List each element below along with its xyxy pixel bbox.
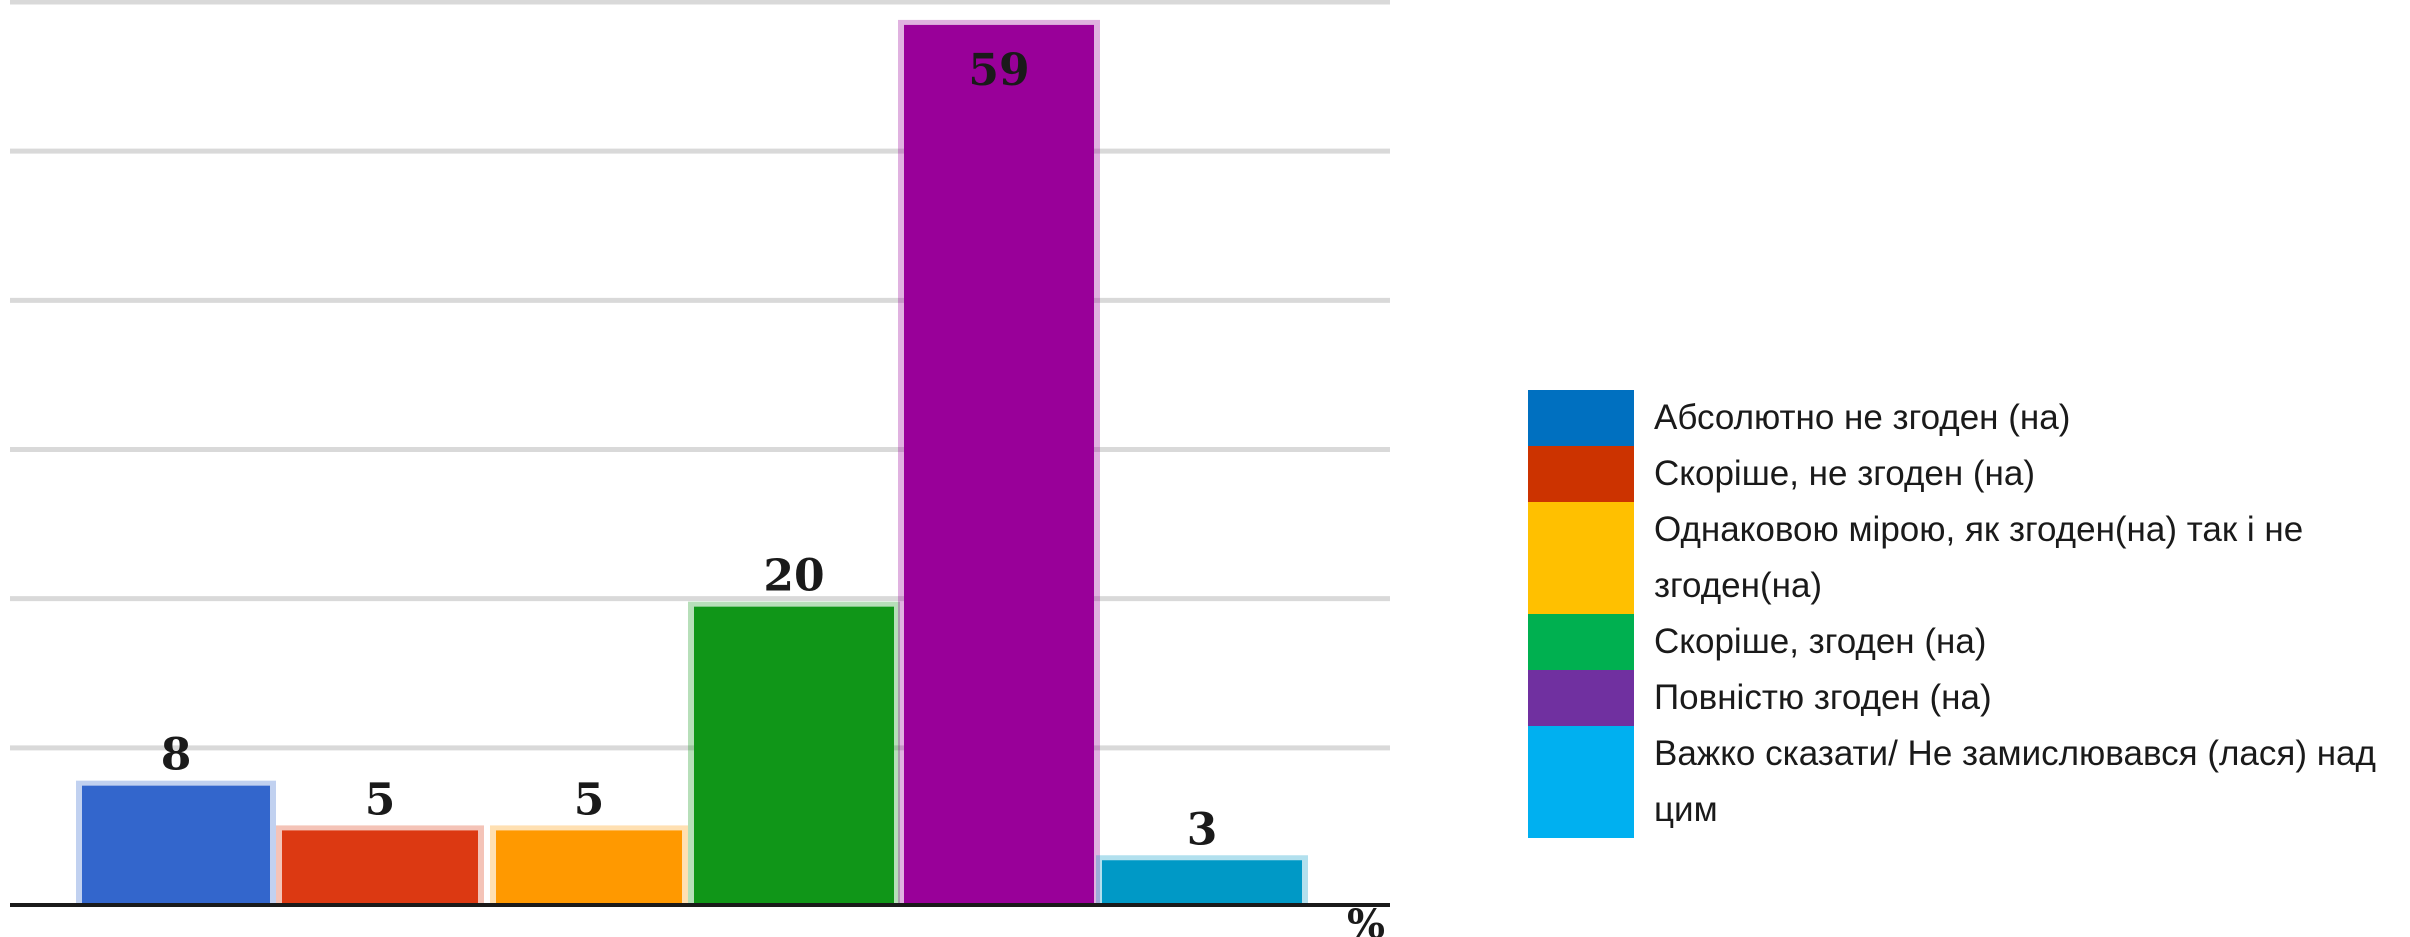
- legend-item: Скоріше, не згоден (на): [1528, 446, 2408, 502]
- bars: [76, 19, 1308, 905]
- bar: [82, 785, 270, 905]
- legend-swatch: [1528, 614, 1634, 670]
- legend-item: Повністю згоден (на): [1528, 670, 2408, 726]
- bar-value-label: 5: [365, 774, 396, 825]
- legend-label: Скоріше, не згоден (на): [1654, 454, 2035, 493]
- legend-label: Абсолютно не згоден (на): [1654, 398, 2071, 437]
- legend: Абсолютно не згоден (на) Скоріше, не згод…: [1528, 390, 2408, 838]
- legend-swatch: [1528, 502, 1634, 614]
- bar: [282, 830, 478, 905]
- legend-label: Повністю згоден (на): [1654, 678, 1992, 717]
- legend-label: Важко сказати/ Не замислювався (лася) на…: [1654, 734, 2376, 829]
- gridlines: [10, 0, 1390, 751]
- legend-swatch: [1528, 670, 1634, 726]
- bar: [904, 24, 1094, 905]
- bar: [694, 606, 894, 905]
- legend-label: Скоріше, згоден (на): [1654, 622, 1987, 661]
- bar-value-label: 3: [1187, 804, 1218, 855]
- bar-value-label: 59: [968, 45, 1029, 96]
- bar: [1102, 860, 1302, 905]
- legend-item: Однаковою мірою, як згоден(на) так і не …: [1528, 502, 2408, 614]
- legend-swatch: [1528, 390, 1634, 446]
- legend-label: Однаковою мірою, як згоден(на) так і не …: [1654, 510, 2304, 605]
- value-labels: 8 5 5 20 59 3: [161, 45, 1218, 855]
- legend-swatch: [1528, 446, 1634, 502]
- bar-value-label: 20: [763, 551, 824, 602]
- legend-swatch: [1528, 726, 1634, 838]
- bar-value-label: 8: [161, 730, 192, 781]
- legend-item: Важко сказати/ Не замислювався (лася) на…: [1528, 726, 2408, 838]
- unit-label: %: [1347, 901, 1385, 937]
- legend-item: Абсолютно не згоден (на): [1528, 390, 2408, 446]
- legend-item: Скоріше, згоден (на): [1528, 614, 2408, 670]
- bar: [496, 830, 682, 905]
- bar-value-label: 5: [574, 774, 605, 825]
